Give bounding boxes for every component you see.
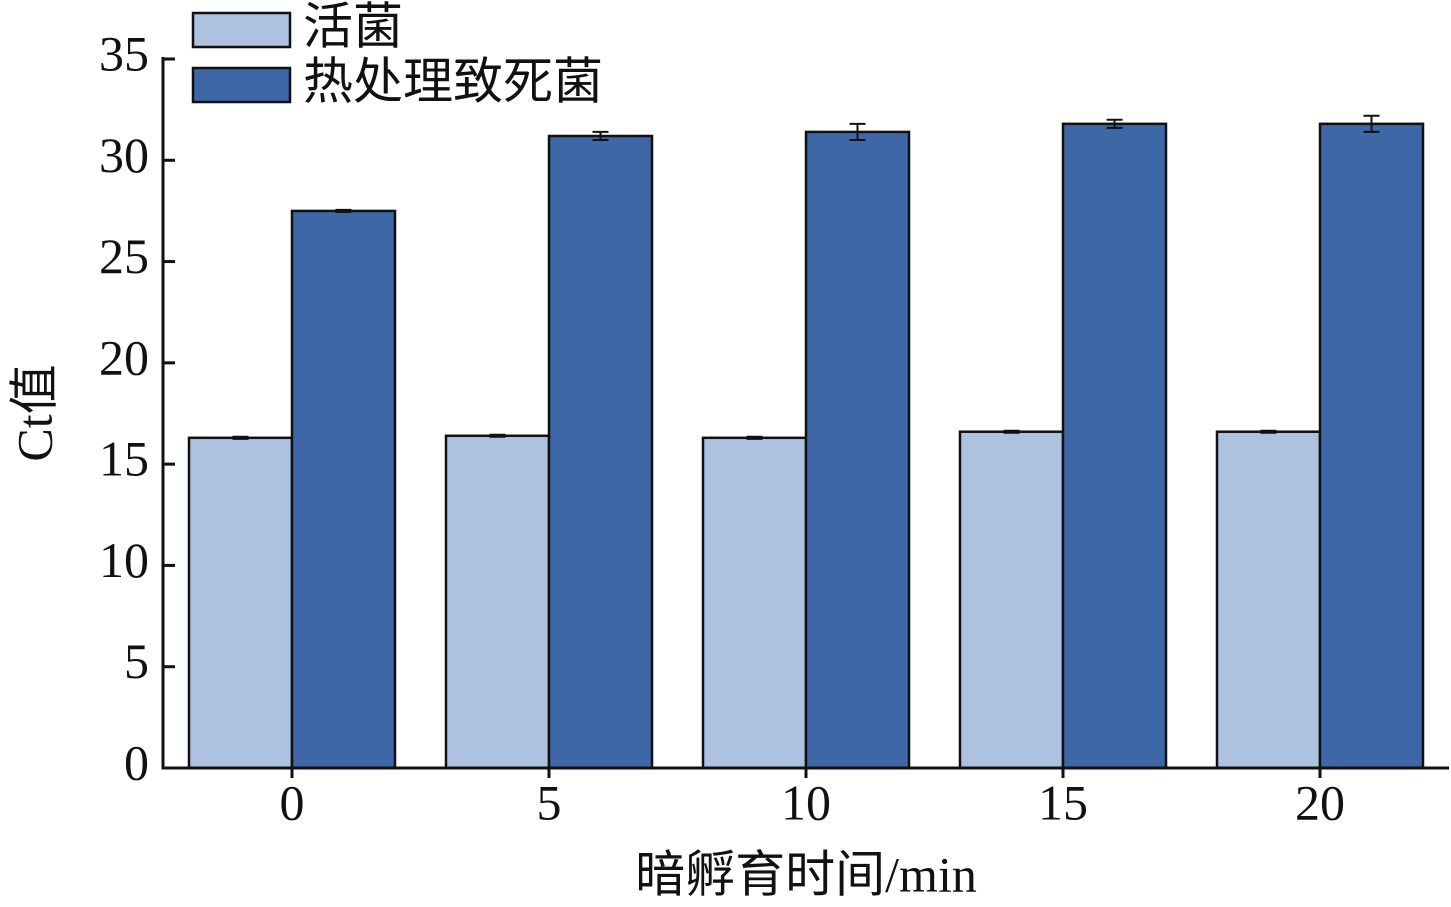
y-tick-label: 5: [124, 633, 149, 689]
error-bar: [746, 435, 763, 440]
y-tick-label: 0: [124, 734, 149, 790]
bar: [187, 436, 294, 770]
x-tick-label: 0: [280, 774, 305, 830]
y-axis-label: Ct值: [6, 364, 62, 461]
error-bar: [489, 433, 506, 438]
error-bar: [1003, 429, 1020, 434]
bar: [1318, 122, 1425, 770]
legend-swatch: [191, 66, 292, 104]
y-tick-label: 10: [99, 532, 149, 588]
bar: [804, 130, 911, 770]
x-axis-label: 暗孵育时间/min: [635, 846, 977, 902]
y-tick-label: 35: [99, 25, 149, 81]
bar: [701, 436, 808, 770]
bar: [290, 209, 397, 770]
error-bar: [335, 208, 352, 213]
error-bar: [1363, 114, 1380, 133]
error-bar: [592, 130, 609, 142]
bar: [547, 134, 654, 770]
x-tick-label: 20: [1295, 774, 1345, 830]
x-tick-label: 5: [537, 774, 562, 830]
error-bar: [1260, 429, 1277, 434]
bar: [1215, 430, 1322, 770]
error-bar: [849, 122, 866, 142]
bar: [1061, 122, 1168, 770]
legend-label: 活菌: [303, 0, 403, 54]
x-tick-label: 15: [1038, 774, 1088, 830]
bar: [958, 430, 1065, 770]
x-tick-label: 10: [781, 774, 831, 830]
y-tick-label: 30: [99, 127, 149, 183]
bar: [444, 434, 551, 770]
legend-swatch: [191, 11, 292, 49]
error-bar: [232, 435, 249, 440]
y-tick-label: 20: [99, 329, 149, 385]
y-tick-label: 25: [99, 228, 149, 284]
error-bar: [1106, 118, 1123, 129]
legend-label: 热处理致死菌: [303, 53, 603, 109]
y-tick-label: 15: [99, 431, 149, 487]
